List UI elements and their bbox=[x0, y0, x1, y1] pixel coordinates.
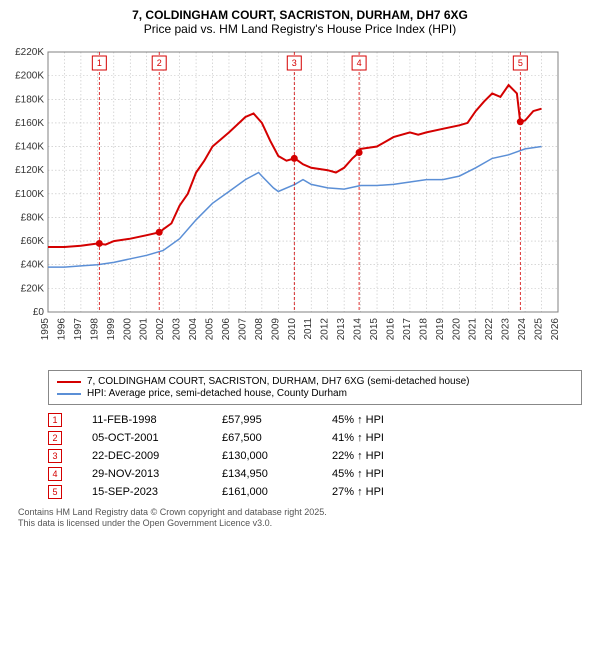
svg-text:2001: 2001 bbox=[139, 318, 150, 341]
chart-container: £0 £20K £40K £60K £80K £100K £120K £140K £160K £1… bbox=[8, 42, 592, 362]
sales-row: 5 15-SEP-2023 £161,000 27% ↑ HPI bbox=[48, 483, 582, 501]
svg-text:2019: 2019 bbox=[435, 318, 446, 341]
sale-diff: 22% ↑ HPI bbox=[332, 450, 422, 462]
legend-item: 7, COLDINGHAM COURT, SACRISTON, DURHAM, … bbox=[57, 376, 573, 387]
svg-text:£120K: £120K bbox=[15, 165, 44, 176]
svg-text:£100K: £100K bbox=[15, 189, 44, 200]
svg-text:2026: 2026 bbox=[550, 318, 561, 341]
svg-text:£200K: £200K bbox=[15, 71, 44, 82]
sale-diff: 41% ↑ HPI bbox=[332, 432, 422, 444]
sale-diff: 45% ↑ HPI bbox=[332, 468, 422, 480]
legend-label: HPI: Average price, semi-detached house,… bbox=[87, 388, 347, 399]
svg-text:2017: 2017 bbox=[402, 318, 413, 341]
sale-date: 22-DEC-2009 bbox=[92, 450, 192, 462]
svg-text:2: 2 bbox=[157, 58, 162, 68]
legend-swatch bbox=[57, 381, 81, 383]
footer-line-1: Contains HM Land Registry data © Crown c… bbox=[18, 507, 582, 518]
sale-price: £134,950 bbox=[222, 468, 302, 480]
chart-title: 7, COLDINGHAM COURT, SACRISTON, DURHAM, … bbox=[8, 8, 592, 22]
svg-text:1998: 1998 bbox=[89, 318, 100, 341]
footer-line-2: This data is licensed under the Open Gov… bbox=[18, 518, 582, 529]
svg-text:2023: 2023 bbox=[501, 318, 512, 341]
svg-text:2000: 2000 bbox=[122, 318, 133, 341]
svg-text:2003: 2003 bbox=[172, 318, 183, 341]
legend: 7, COLDINGHAM COURT, SACRISTON, DURHAM, … bbox=[48, 370, 582, 405]
sales-row: 3 22-DEC-2009 £130,000 22% ↑ HPI bbox=[48, 447, 582, 465]
svg-text:5: 5 bbox=[518, 58, 523, 68]
sale-date: 05-OCT-2001 bbox=[92, 432, 192, 444]
svg-text:2010: 2010 bbox=[287, 318, 298, 341]
svg-text:2007: 2007 bbox=[237, 318, 248, 341]
sales-row: 4 29-NOV-2013 £134,950 45% ↑ HPI bbox=[48, 465, 582, 483]
svg-text:£220K: £220K bbox=[15, 47, 44, 58]
svg-text:2020: 2020 bbox=[451, 318, 462, 341]
svg-text:2024: 2024 bbox=[517, 318, 528, 341]
svg-text:£60K: £60K bbox=[21, 236, 45, 247]
svg-text:£40K: £40K bbox=[21, 260, 45, 271]
sale-price: £57,995 bbox=[222, 414, 302, 426]
sales-table: 1 11-FEB-1998 £57,995 45% ↑ HPI 2 05-OCT-2001… bbox=[48, 411, 582, 501]
svg-text:2016: 2016 bbox=[385, 318, 396, 341]
sales-row: 2 05-OCT-2001 £67,500 41% ↑ HPI bbox=[48, 429, 582, 447]
svg-text:4: 4 bbox=[357, 58, 362, 68]
svg-text:2008: 2008 bbox=[254, 318, 265, 341]
footer-text: Contains HM Land Registry data © Crown c… bbox=[18, 507, 582, 530]
sale-marker-icon: 4 bbox=[48, 467, 62, 481]
svg-text:1996: 1996 bbox=[56, 318, 67, 341]
svg-text:2009: 2009 bbox=[270, 318, 281, 341]
svg-text:1995: 1995 bbox=[40, 318, 51, 341]
sale-price: £130,000 bbox=[222, 450, 302, 462]
svg-text:2018: 2018 bbox=[418, 318, 429, 341]
sale-date: 11-FEB-1998 bbox=[92, 414, 192, 426]
sale-diff: 45% ↑ HPI bbox=[332, 414, 422, 426]
svg-text:1999: 1999 bbox=[106, 318, 117, 341]
svg-text:2012: 2012 bbox=[320, 318, 331, 341]
legend-item: HPI: Average price, semi-detached house,… bbox=[57, 388, 573, 399]
sale-date: 29-NOV-2013 bbox=[92, 468, 192, 480]
svg-text:2025: 2025 bbox=[534, 318, 545, 341]
sale-date: 15-SEP-2023 bbox=[92, 486, 192, 498]
sales-row: 1 11-FEB-1998 £57,995 45% ↑ HPI bbox=[48, 411, 582, 429]
svg-text:2015: 2015 bbox=[369, 318, 380, 341]
svg-text:2004: 2004 bbox=[188, 318, 199, 341]
svg-text:£180K: £180K bbox=[15, 94, 44, 105]
price-chart: £0 £20K £40K £60K £80K £100K £120K £140K £160K £1… bbox=[8, 42, 568, 362]
sale-diff: 27% ↑ HPI bbox=[332, 486, 422, 498]
svg-text:2013: 2013 bbox=[336, 318, 347, 341]
sale-marker-icon: 1 bbox=[48, 413, 62, 427]
svg-text:£160K: £160K bbox=[15, 118, 44, 129]
svg-text:2002: 2002 bbox=[155, 318, 166, 341]
svg-text:£80K: £80K bbox=[21, 212, 45, 223]
sale-marker-icon: 2 bbox=[48, 431, 62, 445]
legend-swatch bbox=[57, 393, 81, 395]
legend-label: 7, COLDINGHAM COURT, SACRISTON, DURHAM, … bbox=[87, 376, 470, 387]
svg-text:3: 3 bbox=[292, 58, 297, 68]
svg-text:2021: 2021 bbox=[468, 318, 479, 341]
svg-text:£0: £0 bbox=[33, 307, 45, 318]
svg-text:2006: 2006 bbox=[221, 318, 232, 341]
svg-text:£20K: £20K bbox=[21, 283, 45, 294]
sale-marker-icon: 5 bbox=[48, 485, 62, 499]
sale-price: £67,500 bbox=[222, 432, 302, 444]
svg-text:1997: 1997 bbox=[73, 318, 84, 341]
svg-text:2022: 2022 bbox=[484, 318, 495, 341]
svg-text:2014: 2014 bbox=[353, 318, 364, 341]
svg-text:2011: 2011 bbox=[303, 318, 314, 340]
svg-text:1: 1 bbox=[97, 58, 102, 68]
svg-text:2005: 2005 bbox=[205, 318, 216, 341]
chart-subtitle: Price paid vs. HM Land Registry's House … bbox=[8, 22, 592, 36]
sale-price: £161,000 bbox=[222, 486, 302, 498]
svg-text:£140K: £140K bbox=[15, 142, 44, 153]
sale-marker-icon: 3 bbox=[48, 449, 62, 463]
